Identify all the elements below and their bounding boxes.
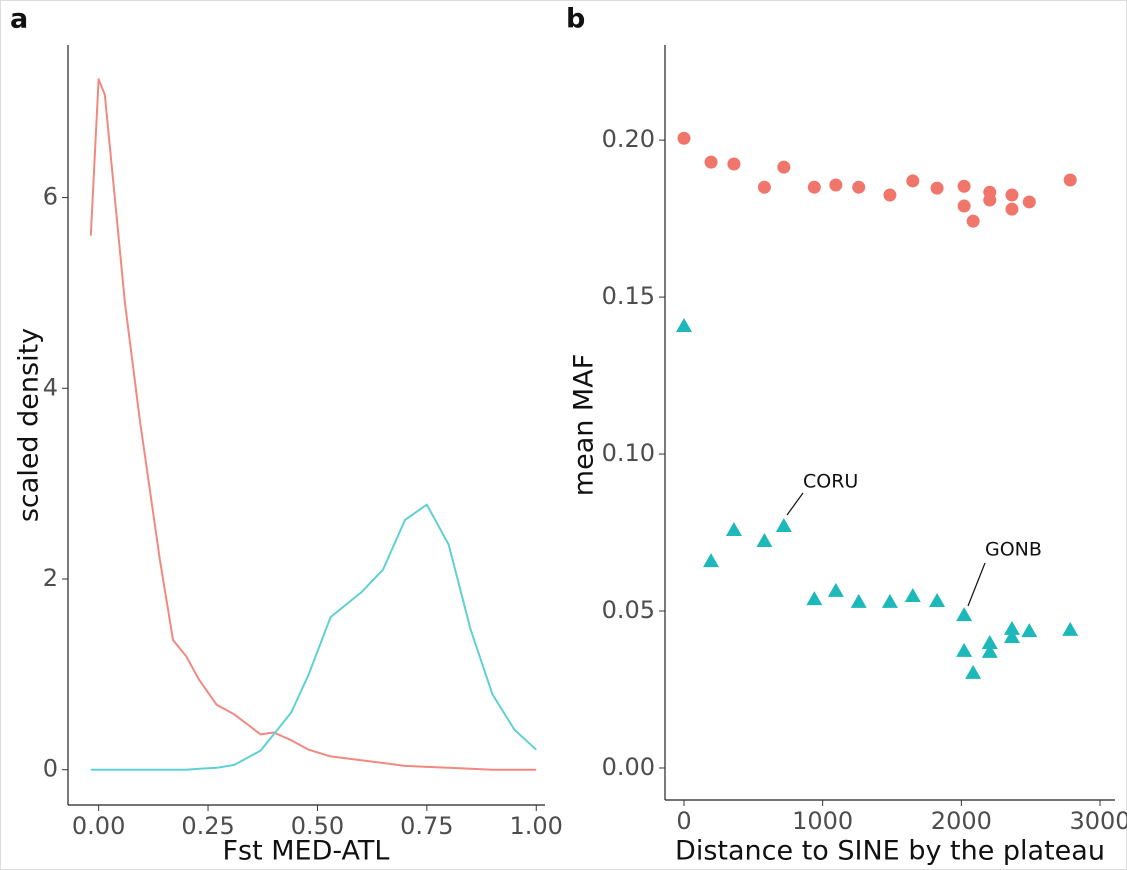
annotation-line <box>967 562 986 607</box>
x-tick-label: 0.75 <box>400 812 453 840</box>
point <box>827 582 844 597</box>
point <box>906 174 920 188</box>
annotation: GONB <box>985 539 1042 561</box>
point <box>756 533 773 548</box>
point <box>930 181 944 195</box>
point <box>983 193 997 207</box>
point <box>725 522 742 537</box>
x-tick-label: 0.50 <box>291 812 344 840</box>
y-tick-label: 0.20 <box>602 125 655 153</box>
y-tick-label: 0.05 <box>602 596 655 624</box>
point <box>881 593 898 608</box>
y-tick-label: 6 <box>43 183 58 211</box>
panel-title: b <box>566 4 585 35</box>
point <box>704 155 718 169</box>
y-axis-title: mean MAF <box>569 354 600 496</box>
point <box>966 214 980 228</box>
point <box>1022 195 1036 209</box>
y-tick-label: 0.00 <box>602 753 655 781</box>
point <box>703 553 720 568</box>
point <box>957 179 971 193</box>
annotation: CORU <box>803 471 858 493</box>
point <box>677 131 691 145</box>
point <box>777 160 791 174</box>
annotation-line <box>786 492 804 516</box>
point <box>1062 621 1079 636</box>
density-line <box>90 503 537 771</box>
point <box>775 517 792 532</box>
point <box>1003 629 1020 644</box>
point <box>829 178 843 192</box>
x-tick-label: 0.00 <box>72 812 125 840</box>
point <box>956 642 973 657</box>
point <box>675 317 692 332</box>
x-axis-title: Fst MED-ATL <box>223 836 390 867</box>
x-tick-label: 1000 <box>792 807 853 835</box>
point <box>1063 173 1077 187</box>
x-tick-label: 0.25 <box>181 812 234 840</box>
y-tick-label: 4 <box>43 373 58 401</box>
point <box>1005 202 1019 216</box>
point <box>981 635 998 650</box>
x-tick-label: 0 <box>676 807 691 835</box>
point <box>1005 188 1019 202</box>
x-tick-label: 3000 <box>1069 807 1127 835</box>
y-tick-label: 0.10 <box>602 439 655 467</box>
point <box>965 664 982 679</box>
point <box>806 591 823 606</box>
panel-title: a <box>10 4 28 35</box>
point <box>852 180 866 194</box>
x-tick-label: 1.00 <box>510 812 563 840</box>
density-line <box>89 78 537 771</box>
point <box>981 643 998 658</box>
point <box>807 180 821 194</box>
y-tick-label: 0 <box>43 755 58 783</box>
y-tick-label: 2 <box>43 564 58 592</box>
point <box>1021 623 1038 638</box>
point <box>956 607 973 622</box>
point <box>850 593 867 608</box>
point <box>929 592 946 607</box>
y-axis-title: scaled density <box>14 328 45 522</box>
x-axis-title: Distance to SINE by the plateau <box>675 836 1105 867</box>
y-tick-label: 0.15 <box>602 282 655 310</box>
point <box>957 199 971 213</box>
point <box>757 180 771 194</box>
point <box>727 157 741 171</box>
point <box>883 188 897 202</box>
point <box>1003 620 1020 635</box>
x-tick-label: 2000 <box>931 807 992 835</box>
point <box>904 587 921 602</box>
